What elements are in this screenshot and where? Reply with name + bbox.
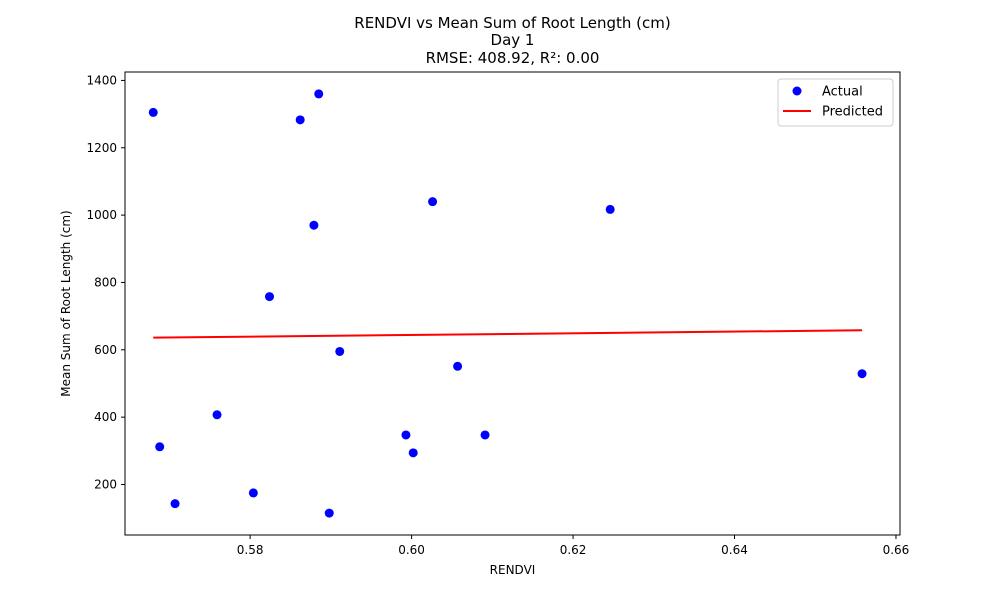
x-tick-label: 0.64: [721, 543, 748, 557]
y-tick-label: 600: [94, 343, 117, 357]
actual-point: [857, 369, 867, 379]
legend-predicted-label: Predicted: [822, 105, 883, 120]
legend-box: [777, 78, 894, 127]
actual-point: [480, 430, 490, 440]
x-axis-label: RENDVI: [490, 563, 536, 577]
y-tick-label: 200: [94, 477, 117, 491]
actual-point: [314, 89, 324, 99]
x-tick-label: 0.60: [398, 543, 425, 557]
actual-point: [335, 346, 345, 356]
y-tick-label: 1000: [86, 208, 117, 222]
chart-subtitle: Day 1: [491, 31, 535, 49]
y-tick-label: 400: [94, 410, 117, 424]
y-axis: 200 400 600 800 1000 1200 1400: [86, 73, 125, 491]
plot-area: [148, 89, 867, 518]
actual-point: [170, 499, 180, 509]
actual-point: [248, 488, 258, 498]
legend: Actual Predicted: [777, 78, 894, 127]
y-tick-label: 800: [94, 275, 117, 289]
x-tick-label: 0.62: [560, 543, 587, 557]
y-axis-label: Mean Sum of Root Length (cm): [59, 210, 73, 396]
actual-point: [408, 448, 418, 458]
x-tick-label: 0.66: [883, 543, 910, 557]
actual-point: [295, 115, 305, 125]
actual-point: [453, 361, 463, 371]
legend-actual-label: Actual: [822, 85, 863, 100]
actual-point: [148, 107, 158, 117]
plot-frame: [124, 71, 901, 536]
actual-point: [155, 442, 165, 452]
y-tick-label: 1200: [86, 141, 117, 155]
predicted-line: [153, 329, 863, 339]
actual-point: [309, 220, 319, 230]
chart-metrics: RMSE: 408.92, R²: 0.00: [426, 49, 600, 67]
actual-point: [265, 292, 275, 302]
legend-actual-marker: [792, 86, 802, 96]
actual-point: [401, 430, 411, 440]
y-tick-label: 1400: [86, 73, 117, 87]
actual-point: [428, 197, 438, 207]
actual-point: [212, 410, 222, 420]
x-axis: 0.58 0.60 0.62 0.64 0.66: [237, 535, 910, 557]
actual-point: [605, 204, 615, 214]
actual-point: [324, 508, 334, 518]
x-tick-label: 0.58: [237, 543, 264, 557]
chart-title: RENDVI vs Mean Sum of Root Length (cm): [354, 14, 670, 32]
